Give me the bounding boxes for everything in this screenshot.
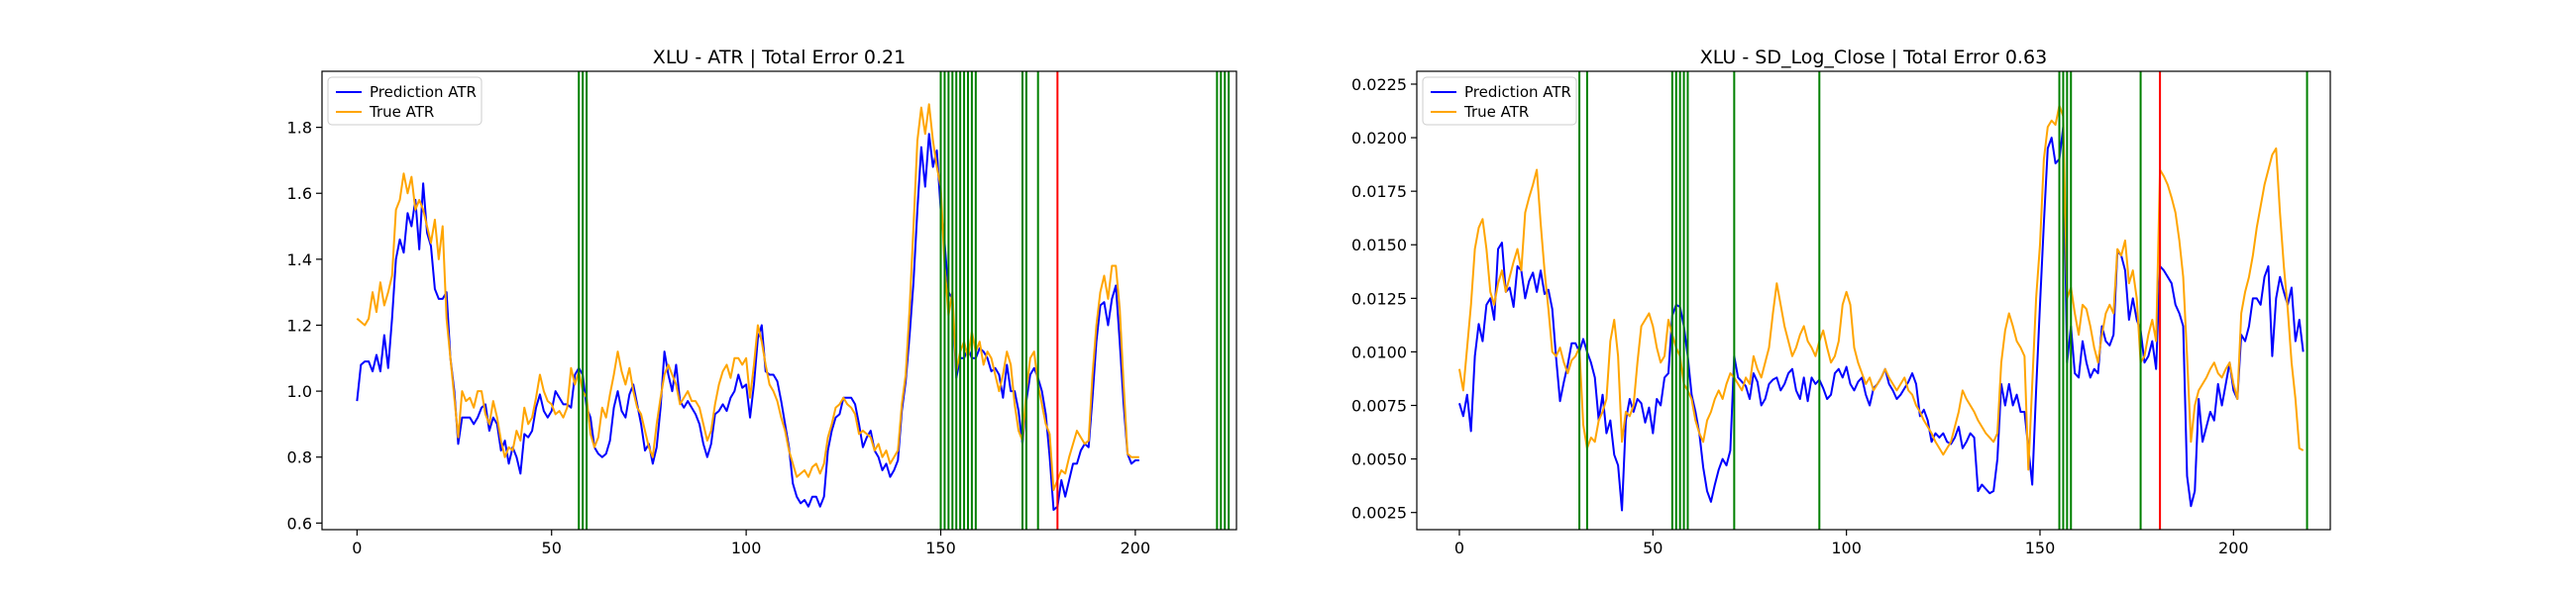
x-tick-label: 100	[731, 539, 762, 557]
series-line-true	[1457, 104, 2305, 471]
y-tick-label: 1.6	[287, 184, 312, 203]
y-tick-label: 0.6	[287, 514, 312, 533]
y-tick-label: 0.0100	[1351, 343, 1407, 361]
y-tick-label: 1.8	[287, 119, 312, 138]
y-tick-label: 0.0075	[1351, 397, 1407, 416]
y-tick-label: 0.0225	[1351, 75, 1407, 94]
x-tick-label: 100	[1831, 539, 1862, 557]
y-tick-label: 1.2	[287, 316, 312, 335]
x-tick-label: 200	[2218, 539, 2249, 557]
legend-box	[1422, 76, 1577, 126]
x-tick-label: 0	[1454, 539, 1464, 557]
chart-title: XLU - ATR | Total Error 0.21	[653, 47, 906, 68]
x-tick-label: 0	[352, 539, 362, 557]
axes-frame	[1416, 70, 2331, 531]
y-tick-label: 1.0	[287, 382, 312, 401]
x-tick-label: 50	[542, 539, 562, 557]
y-tick-label: 0.0125	[1351, 289, 1407, 308]
x-tick-label: 150	[925, 539, 956, 557]
x-tick-label: 150	[2025, 539, 2056, 557]
legend-box	[327, 76, 483, 126]
x-tick-label: 200	[1121, 539, 1151, 557]
chart-panel-atr: 0 50 100 150 200 0.6 0.8 1.0 1.2 1.4 1.6 1.8 XLU - A…	[287, 47, 1237, 557]
chart-title: XLU - SD_Log_Close | Total Error 0.63	[1700, 47, 2047, 68]
chart-panel-sd-log-close: 0 50 100 150 200 0.0025 0.0050 0.0075 0.0100 0.01…	[1351, 47, 2331, 557]
x-tick-label: 50	[1643, 539, 1663, 557]
y-tick-label: 0.0175	[1351, 182, 1407, 201]
axes-frame	[321, 70, 1237, 531]
y-tick-label: 0.0050	[1351, 450, 1407, 469]
legend-label: Prediction ATR	[370, 83, 477, 101]
y-tick-label: 0.0200	[1351, 129, 1407, 148]
series-line-true	[356, 103, 1139, 492]
legend-label: True ATR	[369, 103, 434, 121]
legend-label: Prediction ATR	[1464, 83, 1571, 101]
y-tick-label: 0.0025	[1351, 504, 1407, 523]
y-tick-label: 0.0150	[1351, 236, 1407, 254]
y-tick-label: 1.4	[287, 250, 312, 269]
legend-label: True ATR	[1463, 103, 1529, 121]
series-line-prediction	[1458, 126, 2305, 512]
y-tick-label: 0.8	[287, 448, 312, 467]
